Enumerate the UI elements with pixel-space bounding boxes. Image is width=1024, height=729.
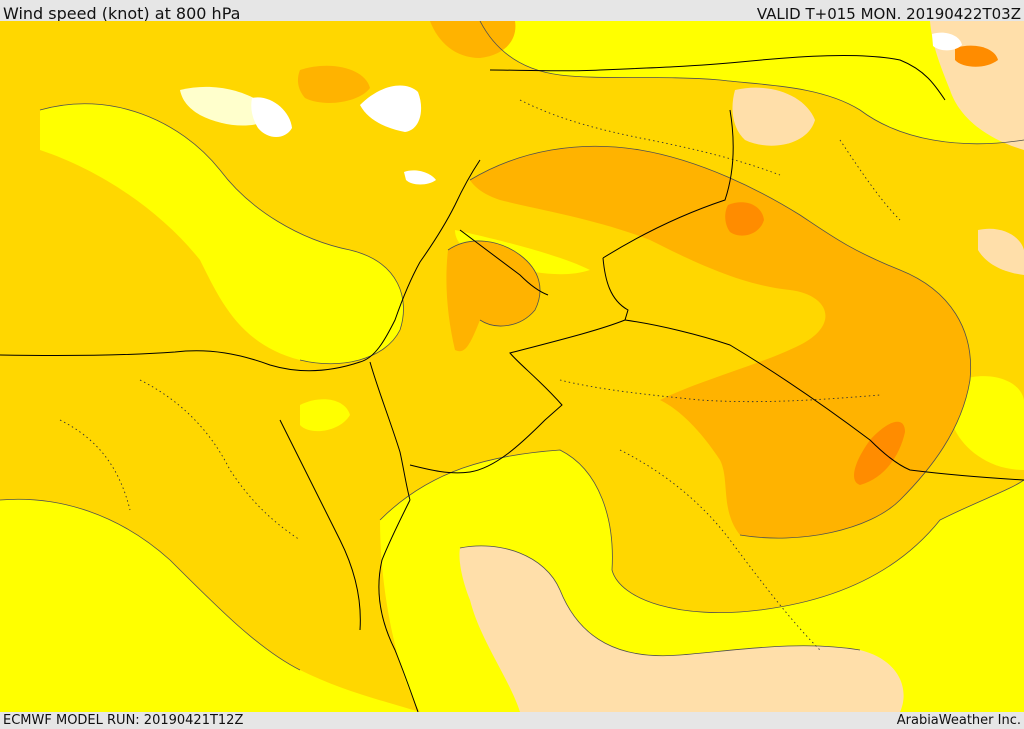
header-bar: Wind speed (knot) at 800 hPa VALID T+015…: [0, 0, 1024, 23]
field-calm-sea: [404, 170, 436, 185]
model-run-label: ECMWF MODEL RUN: 20190421T12Z: [3, 713, 244, 728]
field-strong-core-north: [725, 202, 764, 236]
field-light-east: [952, 376, 1024, 470]
map-title: Wind speed (knot) at 800 hPa: [3, 4, 241, 23]
wind-speed-map: [0, 21, 1024, 712]
internal-boundaries: [59, 99, 901, 651]
field-light-north: [480, 21, 1024, 144]
credit-label: ArabiaWeather Inc.: [896, 713, 1021, 728]
valid-time: VALID T+015 MON. 20190422T03Z: [756, 5, 1021, 23]
country-borders: [0, 55, 1024, 712]
footer-bar: ECMWF MODEL RUN: 20190421T12Z ArabiaWeat…: [0, 712, 1024, 729]
field-peach-arabia: [459, 545, 904, 712]
field-light-mediterranean: [40, 103, 404, 364]
field-fresh-turkey: [430, 21, 516, 58]
field-calm-aegean: [251, 97, 292, 137]
field-fresh-jordan: [446, 240, 540, 352]
field-light-levant-strip: [455, 230, 590, 275]
field-peach-northeast: [930, 21, 1024, 150]
field-light-sinai-spot: [300, 399, 350, 432]
field-strong-core-south: [854, 421, 905, 485]
field-fresh-cyprus: [297, 65, 370, 103]
field-peach-east: [978, 228, 1024, 275]
field-calm-north: [932, 32, 962, 51]
field-fresh-iraq: [470, 146, 971, 539]
field-strong-core-northeast: [955, 45, 998, 67]
field-low-aegean: [180, 86, 275, 126]
field-peach-iran: [732, 87, 815, 146]
field-light-south: [0, 499, 420, 712]
field-calm-anatolia: [360, 85, 422, 132]
